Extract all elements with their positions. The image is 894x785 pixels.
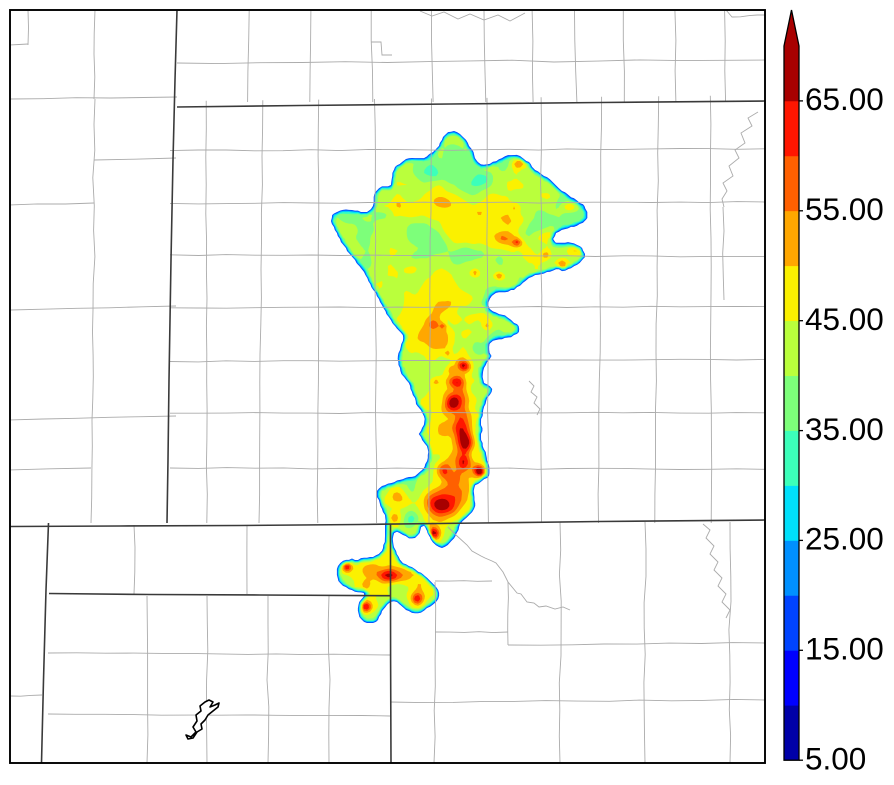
svg-text:35.00: 35.00: [805, 411, 884, 447]
svg-text:5.00: 5.00: [805, 740, 866, 776]
svg-text:45.00: 45.00: [805, 301, 884, 337]
svg-text:65.00: 65.00: [805, 81, 884, 117]
svg-text:15.00: 15.00: [805, 631, 884, 667]
svg-text:55.00: 55.00: [805, 191, 884, 227]
svg-text:25.00: 25.00: [805, 521, 884, 557]
